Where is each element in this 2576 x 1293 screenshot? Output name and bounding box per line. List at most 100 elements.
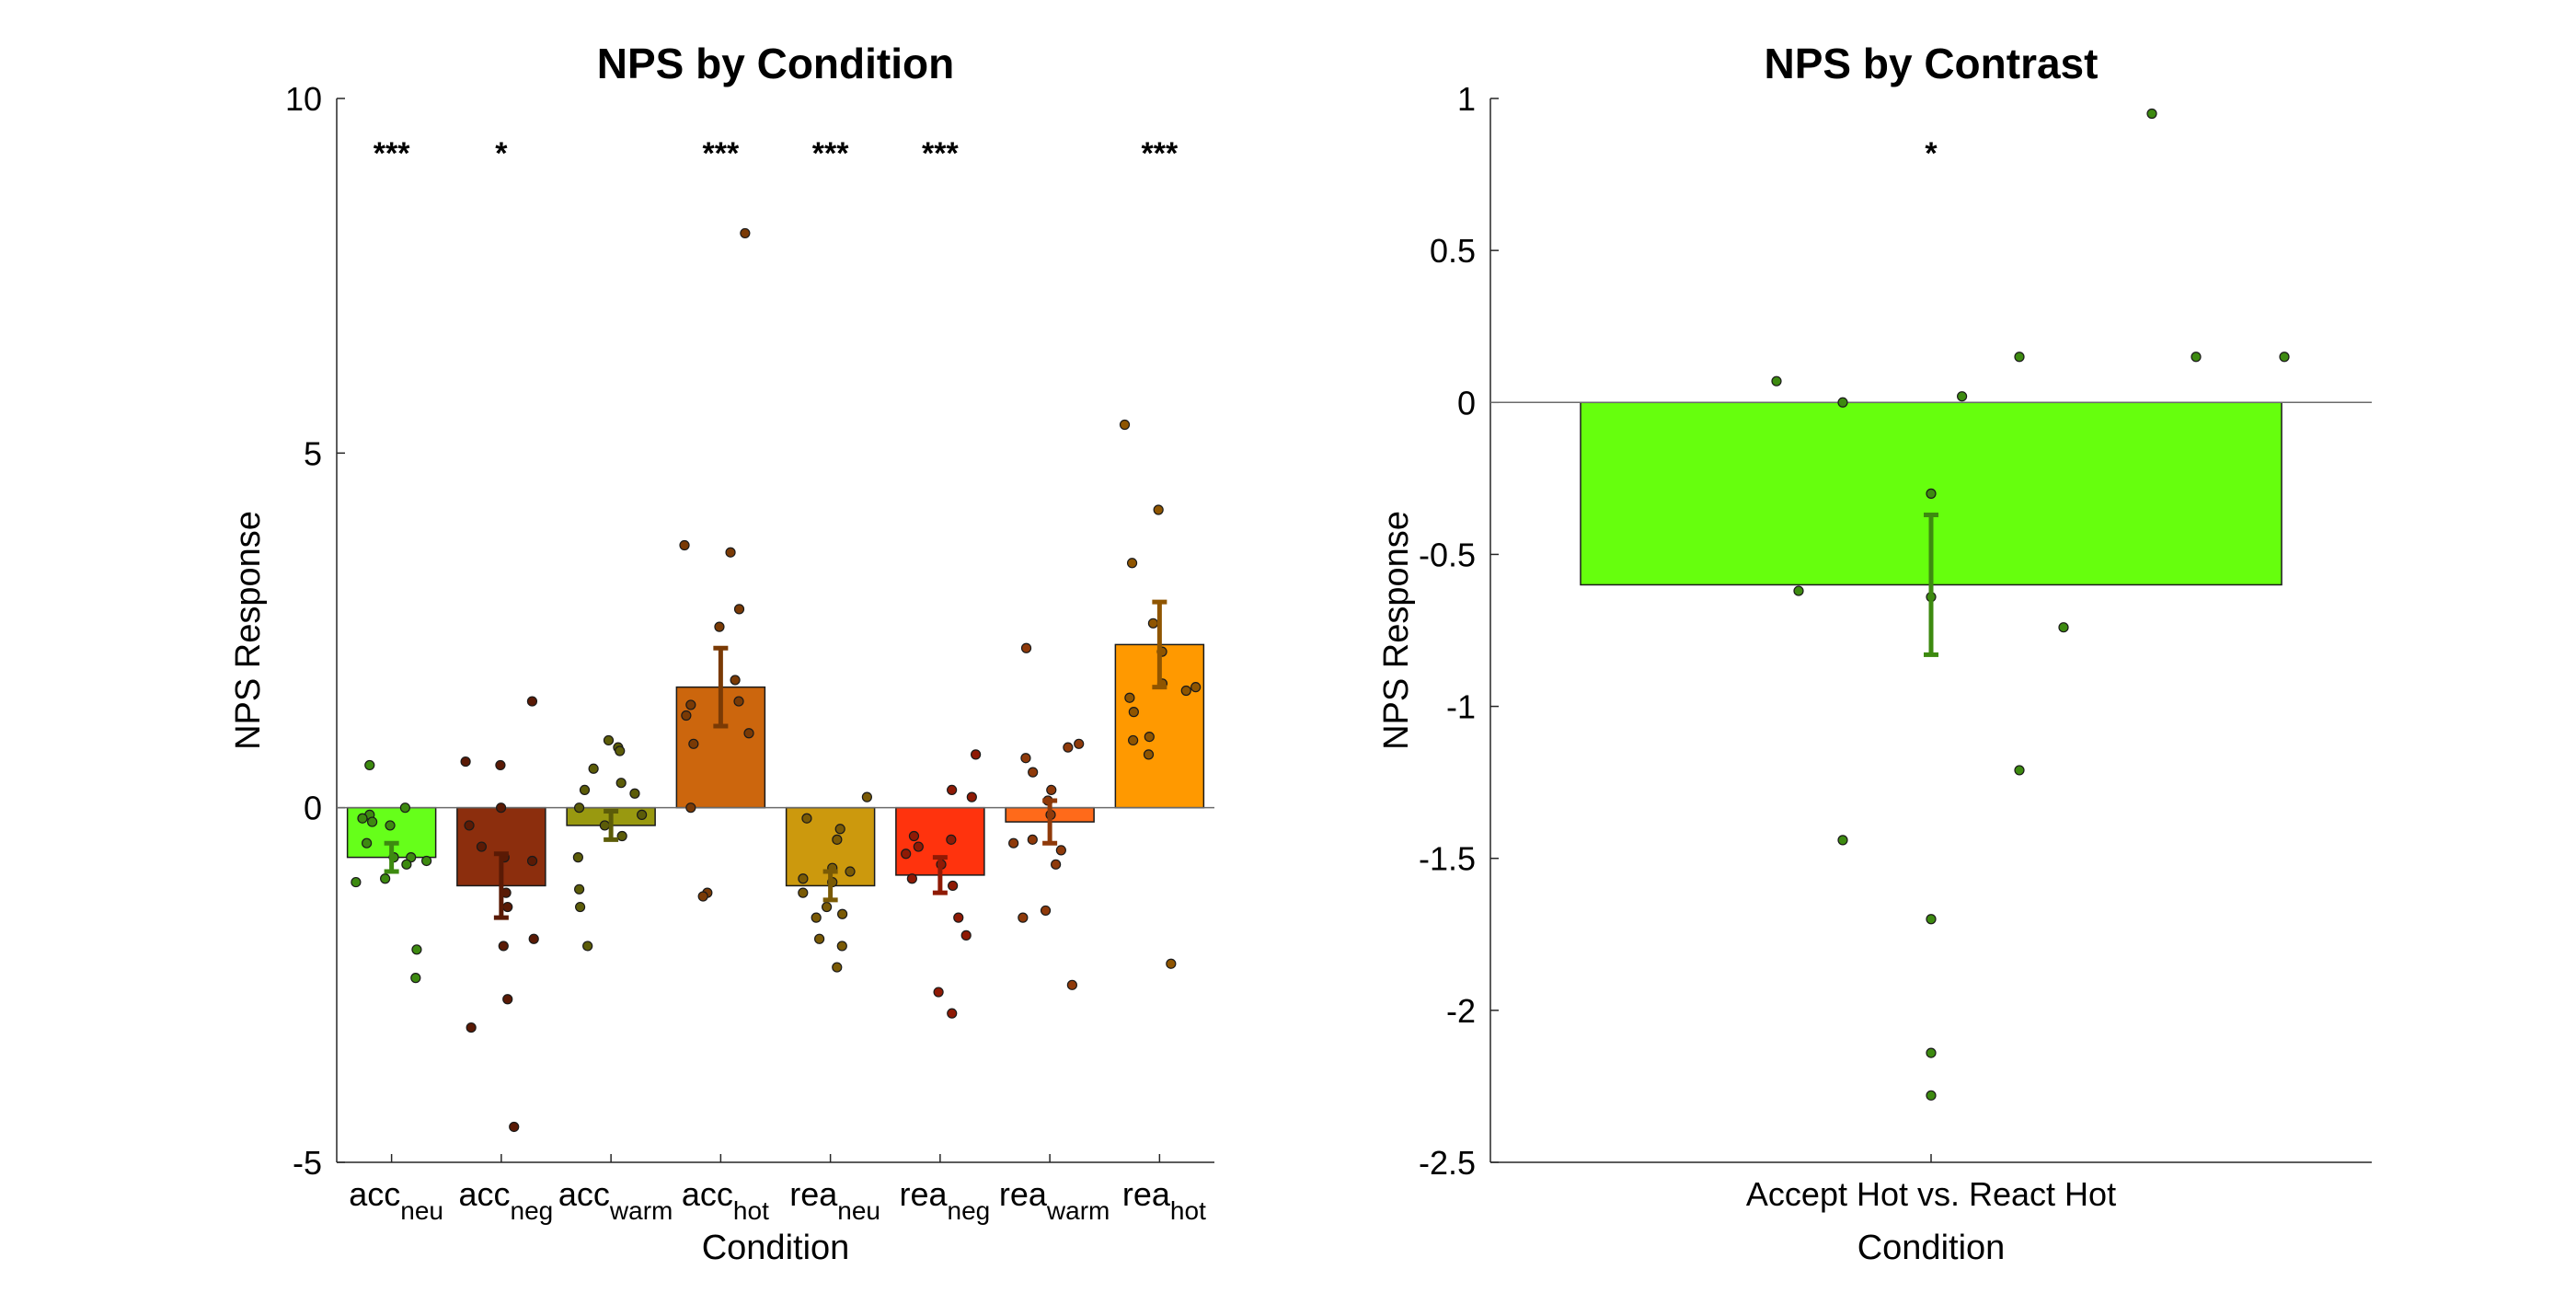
x-tick-label-main: rea: [999, 1175, 1048, 1213]
data-point: [822, 901, 833, 913]
x-tick-label: reawarm: [999, 1175, 1110, 1225]
significance-marker: ***: [812, 136, 849, 171]
y-tick-label: 0: [1457, 384, 1476, 421]
x-tick-label: reaneg: [900, 1175, 991, 1225]
significance-marker: ***: [703, 136, 740, 171]
y-tick-label: -2: [1446, 992, 1476, 1030]
x-tick-label-main: rea: [1122, 1175, 1171, 1213]
significance-marker: ***: [374, 136, 410, 171]
data-point: [1008, 837, 1019, 849]
data-point: [572, 852, 583, 863]
x-tick-label-main: acc: [349, 1175, 400, 1213]
data-point: [1793, 585, 1804, 596]
data-point: [573, 802, 585, 814]
data-point: [502, 901, 513, 913]
data-point: [946, 834, 957, 845]
data-point: [933, 987, 944, 998]
data-point: [697, 891, 708, 902]
data-point: [1126, 558, 1138, 569]
data-point: [351, 876, 362, 888]
significance-marker: *: [1925, 136, 1938, 171]
y-tick-label: -2.5: [1419, 1144, 1476, 1182]
data-point: [947, 1008, 958, 1019]
x-tick-label-sub: neu: [400, 1196, 443, 1225]
x-tick-label: accneu: [349, 1175, 443, 1225]
data-point: [526, 855, 538, 867]
data-point: [814, 933, 825, 944]
data-point: [837, 908, 848, 919]
x-tick-label: accwarm: [558, 1175, 673, 1225]
data-point: [1926, 1047, 1937, 1058]
data-point: [385, 820, 396, 831]
y-tick-label: 0.5: [1430, 232, 1476, 270]
data-point: [588, 763, 599, 774]
data-point: [1020, 642, 1032, 653]
data-point: [362, 837, 373, 849]
data-point: [714, 621, 725, 632]
data-point: [913, 841, 924, 852]
data-point: [901, 849, 912, 860]
data-point: [364, 759, 375, 771]
data-point: [526, 696, 538, 707]
data-point: [733, 604, 745, 615]
y-tick-label: -0.5: [1419, 536, 1476, 573]
data-point: [528, 933, 539, 944]
x-tick-label-main: acc: [558, 1175, 610, 1213]
x-tick-label-sub: neg: [511, 1196, 554, 1225]
data-point: [832, 834, 843, 845]
data-point: [743, 728, 754, 739]
data-point: [681, 710, 692, 722]
data-point: [1128, 734, 1139, 746]
data-point: [1119, 419, 1131, 431]
data-point: [637, 809, 648, 820]
data-point: [2146, 108, 2157, 120]
data-point: [1153, 504, 1164, 515]
significance-marker: ***: [1142, 136, 1179, 171]
data-point: [1771, 375, 1782, 387]
data-point: [2058, 622, 2069, 633]
data-point: [2191, 352, 2202, 363]
y-axis-label: NPS Response: [229, 511, 268, 750]
chart-title: NPS by Contrast: [1765, 40, 2099, 87]
data-point: [971, 749, 982, 760]
data-point: [1124, 692, 1135, 703]
data-point: [399, 802, 410, 814]
data-point: [410, 973, 421, 984]
data-point: [574, 883, 585, 895]
x-tick-label: reahot: [1122, 1175, 1206, 1225]
data-point: [1837, 835, 1848, 846]
x-tick-label: acchot: [682, 1175, 769, 1225]
x-tick-label-sub: neu: [837, 1196, 880, 1225]
data-point: [411, 944, 422, 955]
data-point: [1143, 749, 1155, 760]
x-axis-label: Condition: [1857, 1229, 2006, 1267]
x-axis-label: Condition: [702, 1229, 850, 1267]
data-point: [688, 738, 699, 749]
chart-title: NPS by Condition: [597, 40, 954, 87]
x-tick-label-main: rea: [789, 1175, 838, 1213]
data-point: [1166, 958, 1177, 969]
data-point: [582, 941, 593, 952]
data-point: [498, 941, 509, 952]
significance-marker: *: [495, 136, 508, 171]
x-tick-label-sub: hot: [1170, 1196, 1206, 1225]
data-point: [401, 859, 412, 870]
data-point: [1837, 397, 1848, 408]
data-point: [502, 994, 513, 1005]
data-point: [1018, 912, 1029, 923]
y-tick-label: 10: [285, 80, 322, 118]
data-point: [1040, 905, 1052, 917]
y-tick-label: 1: [1457, 80, 1476, 118]
significance-marker: ***: [922, 136, 959, 171]
x-tick-label-sub: warm: [609, 1196, 673, 1225]
data-point: [615, 778, 627, 789]
data-point: [947, 784, 958, 796]
data-point: [476, 841, 488, 852]
y-tick-label: -1.5: [1419, 840, 1476, 878]
data-point: [1051, 859, 1062, 870]
x-tick-label-main: rea: [900, 1175, 949, 1213]
data-point: [725, 547, 736, 558]
data-point: [1066, 979, 1077, 990]
